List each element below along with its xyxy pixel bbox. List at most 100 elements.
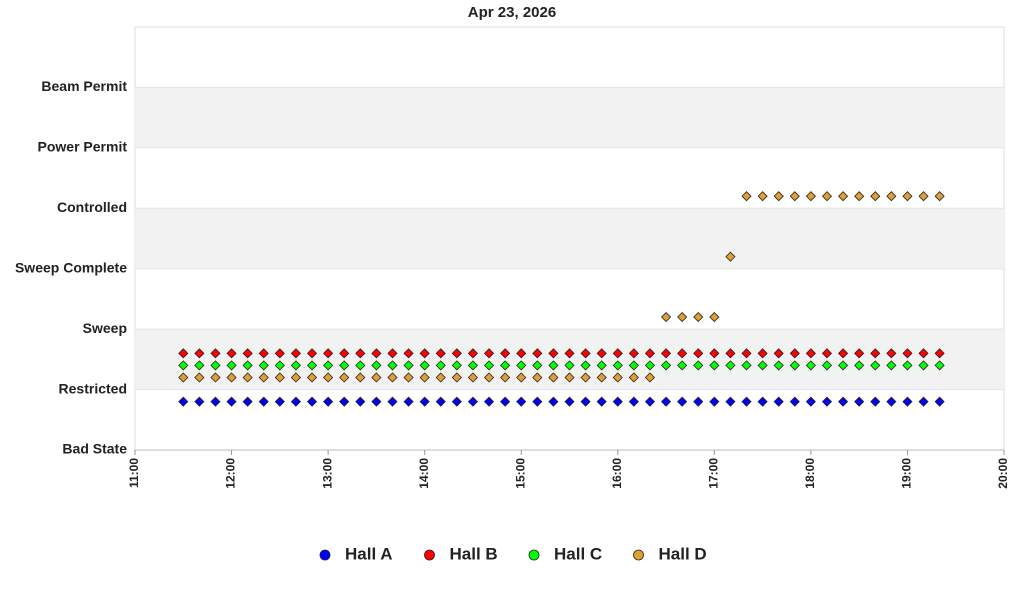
point xyxy=(516,372,527,383)
point xyxy=(194,396,205,407)
point xyxy=(902,348,913,359)
point xyxy=(387,372,398,383)
point xyxy=(596,348,607,359)
x-tick-label: 16:00 xyxy=(610,458,624,489)
point xyxy=(548,372,559,383)
x-tick-label: 18:00 xyxy=(803,458,817,489)
point xyxy=(886,348,897,359)
point xyxy=(242,348,253,359)
point xyxy=(339,360,350,371)
point xyxy=(741,191,752,202)
band xyxy=(135,87,1004,148)
point xyxy=(918,360,929,371)
point xyxy=(355,372,366,383)
point xyxy=(258,360,269,371)
point xyxy=(564,348,575,359)
point xyxy=(580,372,591,383)
point xyxy=(773,348,784,359)
point xyxy=(918,191,929,202)
point xyxy=(242,396,253,407)
point xyxy=(226,348,237,359)
legend-label: Hall A xyxy=(345,544,393,563)
point xyxy=(339,396,350,407)
point xyxy=(805,360,816,371)
point xyxy=(178,360,189,371)
point xyxy=(323,360,334,371)
point xyxy=(419,360,430,371)
point xyxy=(371,360,382,371)
chart-title: Apr 23, 2026 xyxy=(468,4,556,21)
point xyxy=(934,191,945,202)
x-tick-label: 13:00 xyxy=(320,458,334,489)
point xyxy=(805,191,816,202)
point xyxy=(435,348,446,359)
y-tick-label: Sweep xyxy=(83,320,127,336)
point xyxy=(789,360,800,371)
point xyxy=(419,396,430,407)
point xyxy=(789,348,800,359)
point xyxy=(194,372,205,383)
legend-marker xyxy=(319,549,331,561)
point xyxy=(290,396,301,407)
point xyxy=(709,348,720,359)
point xyxy=(500,372,511,383)
point xyxy=(805,348,816,359)
point xyxy=(435,396,446,407)
point xyxy=(580,360,591,371)
point xyxy=(838,348,849,359)
point xyxy=(725,360,736,371)
point xyxy=(467,348,479,359)
x-tick-label: 19:00 xyxy=(900,458,914,489)
point xyxy=(596,372,607,383)
point xyxy=(387,396,398,407)
point xyxy=(210,372,221,383)
point xyxy=(612,348,623,359)
point xyxy=(821,396,833,407)
point xyxy=(821,360,833,371)
point xyxy=(725,348,736,359)
point xyxy=(451,372,462,383)
point xyxy=(757,348,768,359)
point xyxy=(451,360,462,371)
point xyxy=(194,360,205,371)
point xyxy=(210,360,221,371)
point xyxy=(886,191,897,202)
point xyxy=(677,311,688,323)
point xyxy=(596,396,607,407)
point xyxy=(306,372,318,383)
point xyxy=(339,372,350,383)
point xyxy=(387,348,398,359)
point xyxy=(918,396,929,407)
point xyxy=(355,360,366,371)
point xyxy=(419,372,430,383)
point xyxy=(355,348,366,359)
point xyxy=(532,360,543,371)
point xyxy=(178,396,189,407)
point xyxy=(789,191,800,202)
point xyxy=(677,348,688,359)
point xyxy=(838,191,849,202)
point xyxy=(838,360,849,371)
point xyxy=(226,372,237,383)
point xyxy=(677,360,688,371)
point xyxy=(741,360,752,371)
x-tick-label: 17:00 xyxy=(707,458,721,489)
y-tick-label: Controlled xyxy=(57,199,127,215)
point xyxy=(403,348,414,359)
point xyxy=(773,360,784,371)
point xyxy=(323,348,334,359)
point xyxy=(323,396,334,407)
point xyxy=(532,372,543,383)
point xyxy=(258,396,269,407)
point xyxy=(339,348,350,359)
legend-label: Hall D xyxy=(659,544,707,563)
point xyxy=(757,396,768,407)
point xyxy=(451,348,462,359)
point xyxy=(709,360,720,371)
point xyxy=(532,396,543,407)
point xyxy=(467,360,479,371)
point xyxy=(693,360,704,371)
point xyxy=(532,348,543,359)
point xyxy=(838,396,849,407)
point xyxy=(274,372,285,383)
